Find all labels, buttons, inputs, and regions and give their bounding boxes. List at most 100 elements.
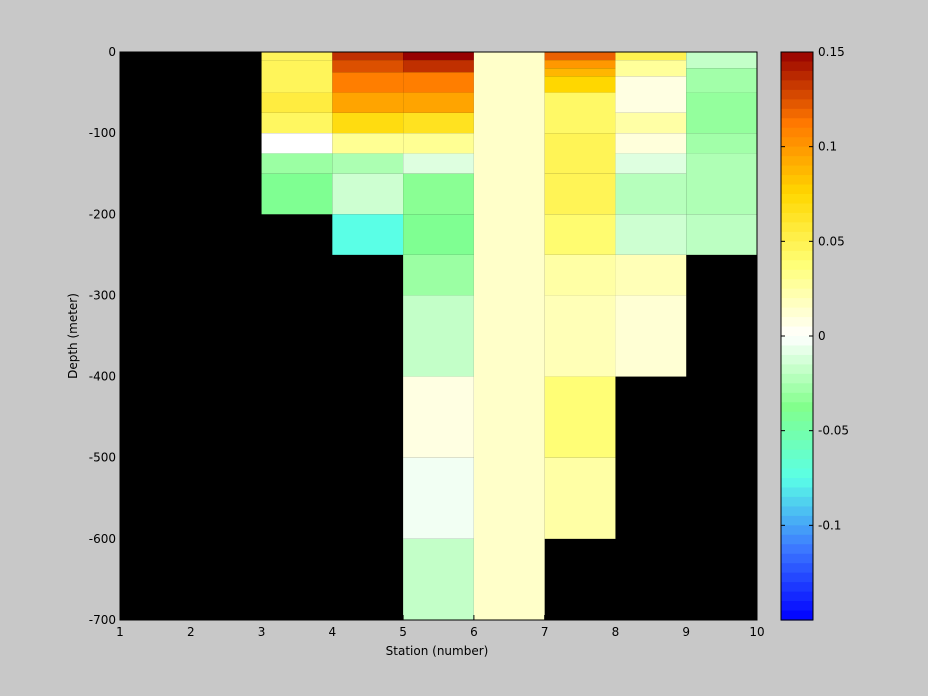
colorbar-swatch [781, 610, 813, 621]
x-tick-label: 1 [116, 625, 124, 639]
colorbar-swatch [781, 52, 813, 63]
colorbar-swatch [781, 534, 813, 545]
heatmap-plot-area [119, 51, 758, 621]
y-tick-label: -500 [89, 451, 116, 465]
heatmap-cell [403, 254, 474, 296]
heatmap-cell [686, 52, 757, 69]
heatmap-cell [403, 72, 474, 93]
heatmap-cell [332, 92, 404, 113]
colorbar-swatch [781, 70, 813, 81]
colorbar-swatch [781, 430, 813, 441]
heatmap-cell [615, 153, 687, 174]
colorbar-swatch [781, 601, 813, 612]
colorbar-swatch [781, 108, 813, 119]
colorbar-swatch [781, 383, 813, 394]
x-tick-label: 10 [749, 625, 764, 639]
heatmap-cell [261, 52, 333, 61]
colorbar-swatch [781, 250, 813, 261]
colorbar-tick-label: 0.05 [818, 234, 845, 248]
heatmap-cell [544, 68, 616, 77]
heatmap-cell [615, 173, 687, 215]
heatmap-cell [473, 52, 545, 620]
colorbar-swatch [781, 326, 813, 337]
colorbar-swatch [781, 175, 813, 186]
heatmap-cell [332, 52, 404, 61]
heatmap-cell [615, 133, 687, 154]
y-tick-label: -700 [89, 613, 116, 627]
heatmap-cell [615, 254, 687, 296]
colorbar-swatch [781, 269, 813, 280]
heatmap-cell [615, 76, 687, 113]
heatmap-cell [686, 153, 757, 215]
colorbar-swatch [781, 118, 813, 129]
heatmap-cell [544, 295, 616, 377]
heatmap-cell [544, 52, 616, 61]
colorbar-tick-label: 0.15 [818, 45, 845, 59]
heatmap-cell [544, 173, 616, 215]
colorbar-swatch [781, 156, 813, 167]
colorbar-swatch [781, 241, 813, 252]
colorbar-swatch [781, 165, 813, 176]
colorbar-swatch [781, 440, 813, 451]
colorbar-swatch [781, 364, 813, 375]
heatmap-cell [615, 112, 687, 134]
y-tick-label: -300 [89, 288, 116, 302]
colorbar-swatch [781, 203, 813, 214]
colorbar-swatch [781, 591, 813, 602]
colorbar-swatch [781, 61, 813, 72]
colorbar-swatch [781, 222, 813, 233]
x-tick-label: 2 [187, 625, 195, 639]
y-tick-label: 0 [108, 45, 116, 59]
colorbar-swatch [781, 411, 813, 422]
heatmap-cell [544, 92, 616, 134]
heatmap-cell [332, 72, 404, 93]
colorbar-swatch [781, 515, 813, 526]
colorbar-swatch [781, 307, 813, 318]
colorbar-swatch [781, 506, 813, 517]
heatmap-cell [544, 376, 616, 458]
colorbar-tick-label: -0.05 [818, 424, 849, 438]
colorbar-swatch [781, 345, 813, 356]
heatmap-cell [332, 153, 404, 174]
colorbar-tick-label: 0 [818, 329, 826, 343]
heatmap-cell [332, 133, 404, 154]
x-tick-label: 4 [329, 625, 337, 639]
y-tick-label: -600 [89, 532, 116, 546]
colorbar-swatch [781, 354, 813, 365]
colorbar-swatch [781, 572, 813, 583]
x-tick-label: 8 [612, 625, 620, 639]
heatmap-cell [615, 52, 687, 61]
colorbar-swatch [781, 146, 813, 157]
colorbar-swatch [781, 487, 813, 498]
heatmap-cell [403, 376, 474, 458]
heatmap-cell [544, 457, 616, 539]
heatmap-cell [261, 92, 333, 113]
heatmap-cell [686, 92, 757, 134]
heatmap-cell [686, 68, 757, 93]
colorbar-swatch [781, 468, 813, 479]
heatmap-cell [403, 214, 474, 255]
heatmap-cell [403, 153, 474, 174]
heatmap-cell [544, 60, 616, 69]
heatmap-cell [403, 295, 474, 377]
x-tick-label: 7 [541, 625, 549, 639]
colorbar-tick-label: 0.1 [818, 140, 837, 154]
y-tick-label: -200 [89, 207, 116, 221]
heatmap-cell [332, 173, 404, 215]
x-tick-label: 5 [399, 625, 407, 639]
x-axis-label: Station (number) [386, 644, 489, 658]
colorbar-swatch [781, 449, 813, 460]
heatmap-cell [332, 214, 404, 255]
heatmap-cell [544, 76, 616, 93]
colorbar-swatch [781, 392, 813, 403]
x-tick-label: 6 [470, 625, 478, 639]
heatmap-cell [261, 153, 333, 174]
colorbar-swatch [781, 127, 813, 138]
heatmap-cell [261, 112, 333, 134]
colorbar-swatch [781, 459, 813, 470]
colorbar-swatch [781, 336, 813, 347]
y-tick-label: -400 [89, 370, 116, 384]
heatmap-cell [403, 457, 474, 539]
colorbar-swatch [781, 402, 813, 413]
